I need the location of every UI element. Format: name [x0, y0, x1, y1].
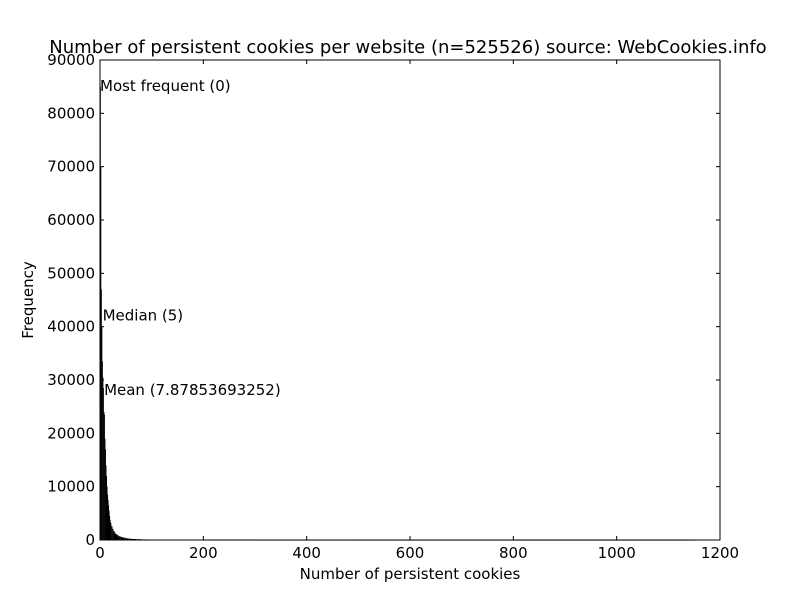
histogram-bar: [105, 465, 107, 540]
y-tick-label: 40000: [47, 318, 95, 336]
x-tick-label: 1000: [598, 544, 636, 562]
histogram-bar: [108, 510, 110, 540]
histogram-bar: [109, 519, 111, 540]
y-tick-label: 0: [85, 531, 95, 549]
histogram-bar: [106, 486, 108, 540]
x-tick-label: 200: [189, 544, 218, 562]
histogram-bar: [104, 414, 105, 540]
histogram-bar: [107, 494, 109, 540]
annotation-label: Most frequent (0): [100, 77, 231, 95]
histogram-bar: [110, 522, 112, 540]
y-tick-label: 10000: [47, 478, 95, 496]
histogram-bar: [128, 538, 131, 540]
histogram-bar: [100, 166, 102, 540]
histogram-bar: [103, 412, 105, 540]
y-tick-label: 70000: [47, 158, 95, 176]
y-axis-label: Frequency: [19, 261, 37, 339]
x-tick-label: 1200: [701, 544, 739, 562]
histogram-bar: [131, 538, 137, 540]
histogram-bar: [103, 388, 104, 540]
histogram-bar: [125, 538, 129, 540]
histogram-bar: [105, 449, 106, 540]
y-tick-label: 90000: [47, 51, 95, 69]
histogram-bar: [111, 526, 113, 540]
histogram-bar: [101, 289, 102, 540]
histogram-bar: [106, 476, 107, 540]
histogram-bar: [108, 505, 110, 540]
x-tick-label: 600: [396, 544, 425, 562]
histogram-bar: [114, 532, 116, 540]
histogram-bar: [120, 537, 124, 540]
chart-title: Number of persistent cookies per website…: [49, 37, 766, 58]
x-tick-label: 400: [292, 544, 321, 562]
y-tick-label: 20000: [47, 424, 95, 442]
histogram-bar: [113, 530, 115, 540]
histogram-bar: [109, 516, 111, 540]
x-tick-label: 0: [95, 544, 105, 562]
histogram-bar: [107, 500, 109, 540]
annotation-label: Median (5): [103, 307, 184, 325]
histogram-bar: [102, 361, 103, 540]
histogram-bar: [104, 438, 106, 540]
y-tick-label: 60000: [47, 211, 95, 229]
histogram-bar: [102, 377, 104, 540]
annotations: Most frequent (0) Median (5) Mean (7.87853…: [100, 77, 281, 399]
y-tick-label: 80000: [47, 104, 95, 122]
plot-frame: [99, 59, 721, 541]
y-tick-label: 30000: [47, 371, 95, 389]
x-axis-label: Number of persistent cookies: [300, 565, 521, 583]
histogram-bar: [115, 534, 118, 540]
histogram-bar: [118, 536, 121, 540]
x-tick-label: 800: [499, 544, 528, 562]
bars-group: [100, 86, 695, 541]
histogram-bar: [123, 537, 126, 540]
annotation-label: Mean (7.87853693252): [104, 381, 281, 399]
histogram-bar: [117, 535, 119, 540]
histogram-bar: [112, 528, 114, 540]
axis-ticks: 0 200 400 600 800 1000 1200 0 10000 20000 30000 400…: [47, 51, 739, 562]
y-tick-label: 50000: [47, 264, 95, 282]
